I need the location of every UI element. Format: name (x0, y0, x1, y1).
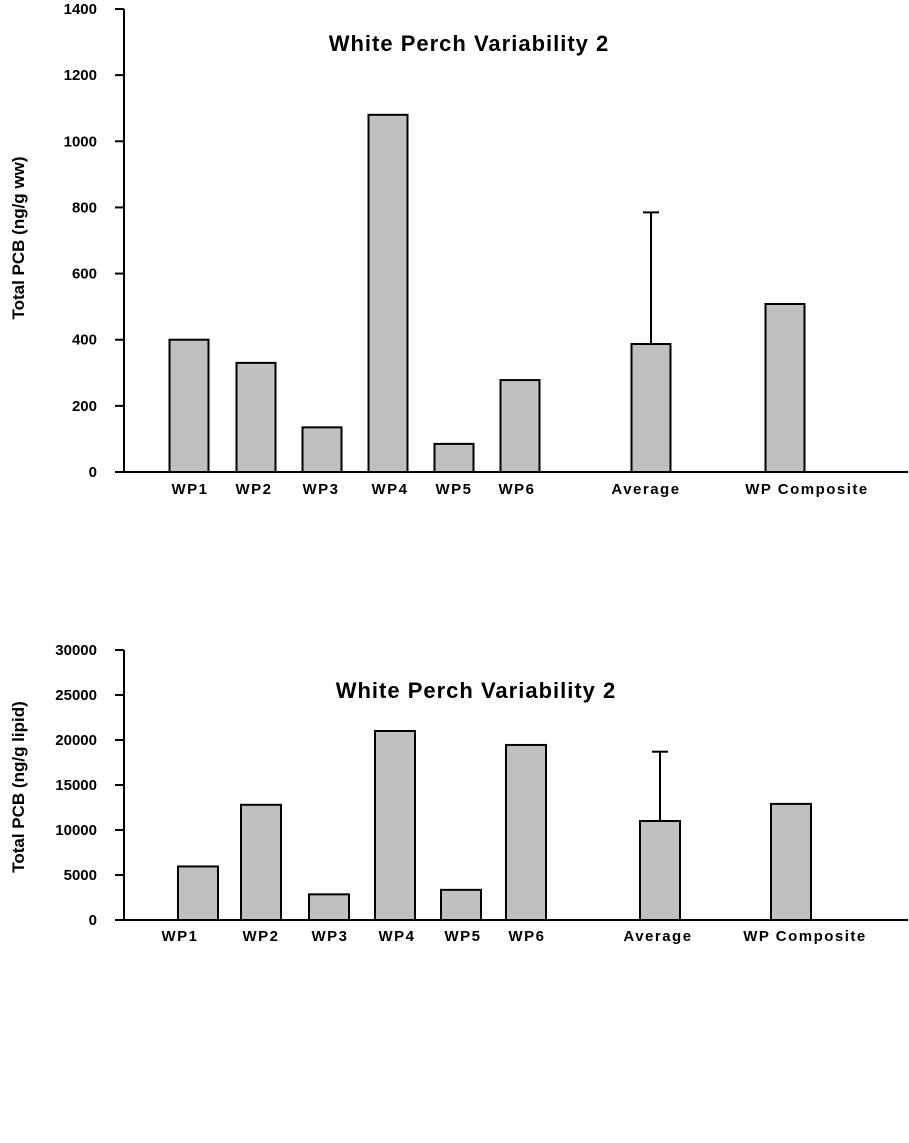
y-tick-label: 600 (72, 266, 97, 283)
chart-title: White Perch Variability 2 (329, 31, 610, 56)
y-tick-label: 10000 (55, 822, 97, 839)
x-tick-label: WP3 (311, 928, 348, 945)
x-tick-label: WP1 (171, 481, 208, 498)
chart-1: 0 200 400 600 800 1000 1200 1400 WP1 WP2 WP3 WP4 WP5… (9, 1, 908, 498)
x-tick-label: WP6 (498, 481, 535, 498)
bar-wp3 (308, 893, 350, 921)
x-tick-label: WP4 (371, 481, 408, 498)
bar-wp2 (240, 803, 282, 921)
y-tick-label: 800 (72, 199, 97, 216)
y-tick-label: 1400 (64, 1, 97, 18)
x-tick-label: WP5 (435, 481, 472, 498)
x-tick-label: WP Composite (745, 481, 869, 498)
x-tick-label: WP4 (378, 928, 415, 945)
bar-wp3 (301, 426, 343, 474)
bar-wp2 (235, 361, 277, 473)
chart-2: 0 5000 10000 15000 20000 25000 30000 WP1 WP2 WP3 W… (9, 642, 908, 945)
y-tick-label: 20000 (55, 732, 97, 749)
x-tick-label: WP1 (161, 928, 198, 945)
bar-wp1 (168, 338, 210, 474)
x-tick-label: Average (623, 928, 692, 945)
y-tick-label: 1000 (64, 133, 97, 150)
bar-wp6 (505, 743, 547, 922)
y-axis-title: Total PCB (ng/g ww) (9, 156, 28, 319)
x-tick-label: Average (611, 481, 680, 498)
bar-wp5 (433, 442, 475, 473)
x-tick-label: WP2 (242, 928, 279, 945)
bar-wp-composite (770, 802, 812, 922)
y-axis-title: Total PCB (ng/g lipid) (9, 701, 28, 873)
bar-wp4 (367, 113, 409, 473)
x-tick-label: WP2 (235, 481, 272, 498)
bar-average (639, 820, 681, 921)
x-tick-label: WP5 (444, 928, 481, 945)
y-tick-label: 0 (89, 912, 97, 929)
bar-wp-composite (764, 302, 806, 473)
bar-wp4 (374, 730, 416, 921)
y-tick-label: 0 (89, 464, 97, 481)
y-tick-label: 400 (72, 332, 97, 349)
y-tick-label: 1200 (64, 67, 97, 84)
y-tick-label: 5000 (64, 867, 97, 884)
y-tick-label: 15000 (55, 777, 97, 794)
y-tick-label: 25000 (55, 687, 97, 704)
bar-average (630, 343, 672, 474)
x-tick-label: WP6 (508, 928, 545, 945)
y-tick-label: 200 (72, 398, 97, 415)
x-tick-label: WP Composite (743, 928, 867, 945)
chart-title: White Perch Variability 2 (336, 678, 617, 703)
y-tick-label: 30000 (55, 642, 97, 659)
x-tick-label: WP3 (302, 481, 339, 498)
bar-wp1 (177, 865, 219, 922)
bar-wp5 (440, 888, 482, 921)
bar-wp6 (499, 379, 541, 473)
